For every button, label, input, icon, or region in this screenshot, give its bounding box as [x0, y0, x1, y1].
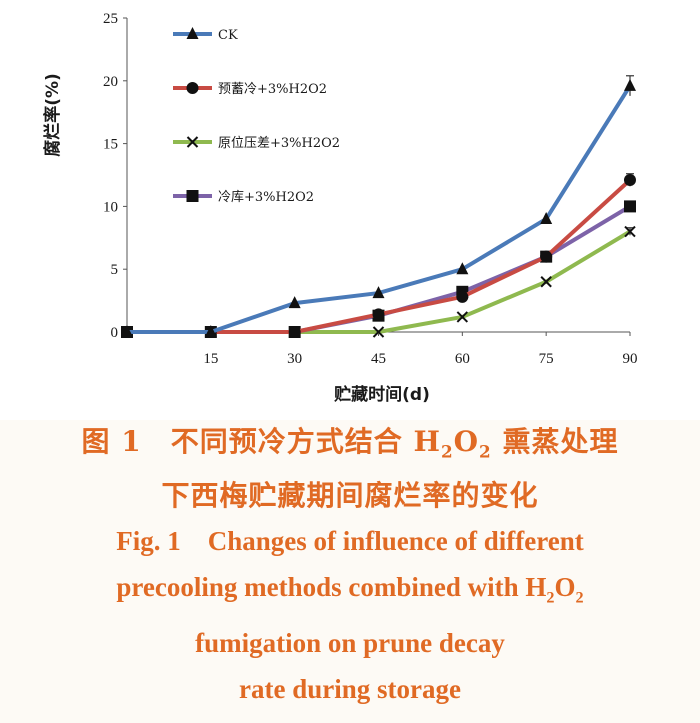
legend-label: 预蓄冷+3%H2O2 — [218, 82, 327, 97]
y-axis-label: 腐烂率(%) — [42, 73, 63, 157]
y-tick-label: 0 — [111, 325, 119, 341]
data-point-triangle — [540, 211, 553, 224]
data-point-triangle — [121, 325, 133, 337]
data-point-circle — [372, 308, 385, 321]
cross-stroke — [186, 136, 199, 148]
legend-marker-triangle — [186, 27, 199, 39]
x-tick-label: 45 — [371, 351, 386, 367]
cross-stroke — [456, 311, 469, 323]
data-point-triangle — [456, 262, 469, 275]
y-tick-label: 5 — [111, 262, 119, 278]
data-point-circle — [288, 326, 301, 338]
legend-item-3: 冷库+3%H2O2 — [173, 189, 314, 205]
caption-zh-line-2: 下西梅贮藏期间腐烂率的变化 — [161, 478, 539, 512]
legend-item-2: 原位压差+3%H2O2 — [173, 136, 340, 151]
x-tick-label: 90 — [623, 351, 638, 367]
data-point-cross — [624, 225, 636, 238]
data-point-circle — [540, 250, 553, 263]
legend-marker-circle — [186, 82, 199, 94]
series-layer — [121, 75, 636, 338]
data-point-circle — [624, 174, 636, 187]
data-point-triangle — [288, 296, 301, 309]
data-point-cross — [372, 326, 385, 338]
y-tick-label: 20 — [103, 74, 118, 90]
caption-en-line-1: Fig. 1 Changes of influence of different — [116, 525, 584, 556]
data-point-triangle — [372, 286, 385, 299]
y-tick-label: 15 — [103, 137, 118, 153]
legend-label: 冷库+3%H2O2 — [218, 189, 314, 205]
legend-item-0: CK — [173, 27, 238, 43]
data-point-triangle — [204, 325, 217, 337]
data-point-cross — [456, 311, 469, 323]
caption-en-line-3: fumigation on prune decay — [195, 627, 505, 658]
cross-stroke — [624, 225, 636, 238]
decay-rate-chart: 0 5 10 15 20 25 15 30 45 60 75 90 CK 预蓄冷+3%H2O2 原位压差+… — [42, 11, 638, 405]
x-tick-label: 30 — [287, 351, 302, 367]
x-tick-label: 75 — [539, 351, 554, 367]
x-axis-label: 贮藏时间(d) — [333, 384, 430, 405]
cross-stroke — [540, 276, 552, 288]
caption-zh-line-1: 图 1 不同预冷方式结合 H2O2 熏蒸处理 — [81, 425, 619, 462]
series-0 — [121, 75, 636, 337]
legend-label: CK — [218, 28, 238, 43]
cross-stroke — [372, 326, 385, 338]
legend-item-1: 预蓄冷+3%H2O2 — [173, 82, 327, 97]
data-point-triangle — [624, 78, 636, 91]
data-point-circle — [456, 290, 469, 303]
caption-en-line-2: precooling methods combined with H2O2 — [116, 571, 584, 606]
caption-en-line-4: rate during storage — [239, 673, 461, 704]
x-tick-label: 60 — [455, 351, 470, 367]
legend-label: 原位压差+3%H2O2 — [218, 136, 340, 151]
x-tick-label: 15 — [203, 351, 218, 367]
y-tick-label: 10 — [103, 199, 118, 215]
figure-caption: 图 1 不同预冷方式结合 H2O2 熏蒸处理 下西梅贮藏期间腐烂率的变化 Fig… — [0, 420, 700, 712]
legend-marker-cross — [186, 136, 199, 148]
data-point-square — [624, 200, 636, 213]
data-point-cross — [540, 276, 552, 288]
y-tick-label: 25 — [103, 11, 118, 27]
legend: CK 预蓄冷+3%H2O2 原位压差+3%H2O2 冷库+3%H2O2 — [173, 27, 340, 205]
legend-marker-square — [186, 190, 199, 202]
